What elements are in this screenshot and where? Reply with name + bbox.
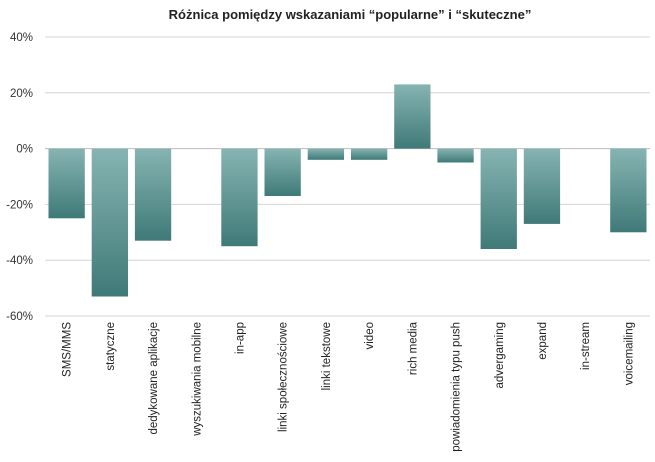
bar-1 bbox=[91, 148, 128, 297]
x-category-label: linki społecznościowe bbox=[278, 322, 290, 432]
bar-8 bbox=[394, 84, 431, 149]
x-category-label: expand bbox=[537, 322, 549, 360]
x-category-label: wyszukiwania mobilne bbox=[191, 322, 203, 437]
y-tick-label: 0% bbox=[16, 144, 33, 156]
bar-13 bbox=[610, 148, 647, 233]
y-tick-label: 20% bbox=[10, 88, 33, 100]
bar-4 bbox=[221, 148, 258, 247]
y-tick-label: 40% bbox=[10, 32, 33, 44]
y-tick-label: -40% bbox=[6, 255, 33, 267]
x-category-label: video bbox=[364, 322, 376, 350]
bar-layer bbox=[48, 84, 647, 297]
bar-9 bbox=[437, 148, 474, 163]
x-axis-labels: SMS/MMS statyczne dedykowane aplikacje wysz… bbox=[62, 321, 636, 451]
bar-6 bbox=[307, 148, 344, 160]
x-category-label: advergaming bbox=[494, 322, 506, 388]
bar-10 bbox=[480, 148, 517, 249]
chart-title: Różnica pomiędzy wskazaniami “popularne”… bbox=[169, 7, 532, 22]
bar-5 bbox=[264, 148, 301, 196]
bar-2 bbox=[134, 148, 172, 241]
x-category-label: in-app bbox=[235, 322, 247, 354]
bar-11 bbox=[523, 148, 561, 224]
y-axis-ticks: 40% 20% 0% -20% -40% -60% bbox=[6, 32, 33, 323]
x-category-label: voicemailing bbox=[623, 322, 635, 385]
y-tick-label: -60% bbox=[6, 311, 33, 323]
x-category-label: in-stream bbox=[580, 322, 592, 370]
bar-0 bbox=[48, 148, 85, 219]
y-tick-label: -20% bbox=[6, 199, 33, 211]
x-category-label: powiadomienia typu push bbox=[451, 322, 463, 452]
x-category-label: SMS/MMS bbox=[62, 322, 74, 377]
x-category-label: linki tekstowe bbox=[321, 322, 333, 390]
x-category-label: rich media bbox=[407, 321, 419, 375]
x-category-label: statyczne bbox=[105, 322, 117, 371]
bar-7 bbox=[351, 148, 388, 160]
x-category-label: dedykowane aplikacje bbox=[148, 322, 160, 435]
